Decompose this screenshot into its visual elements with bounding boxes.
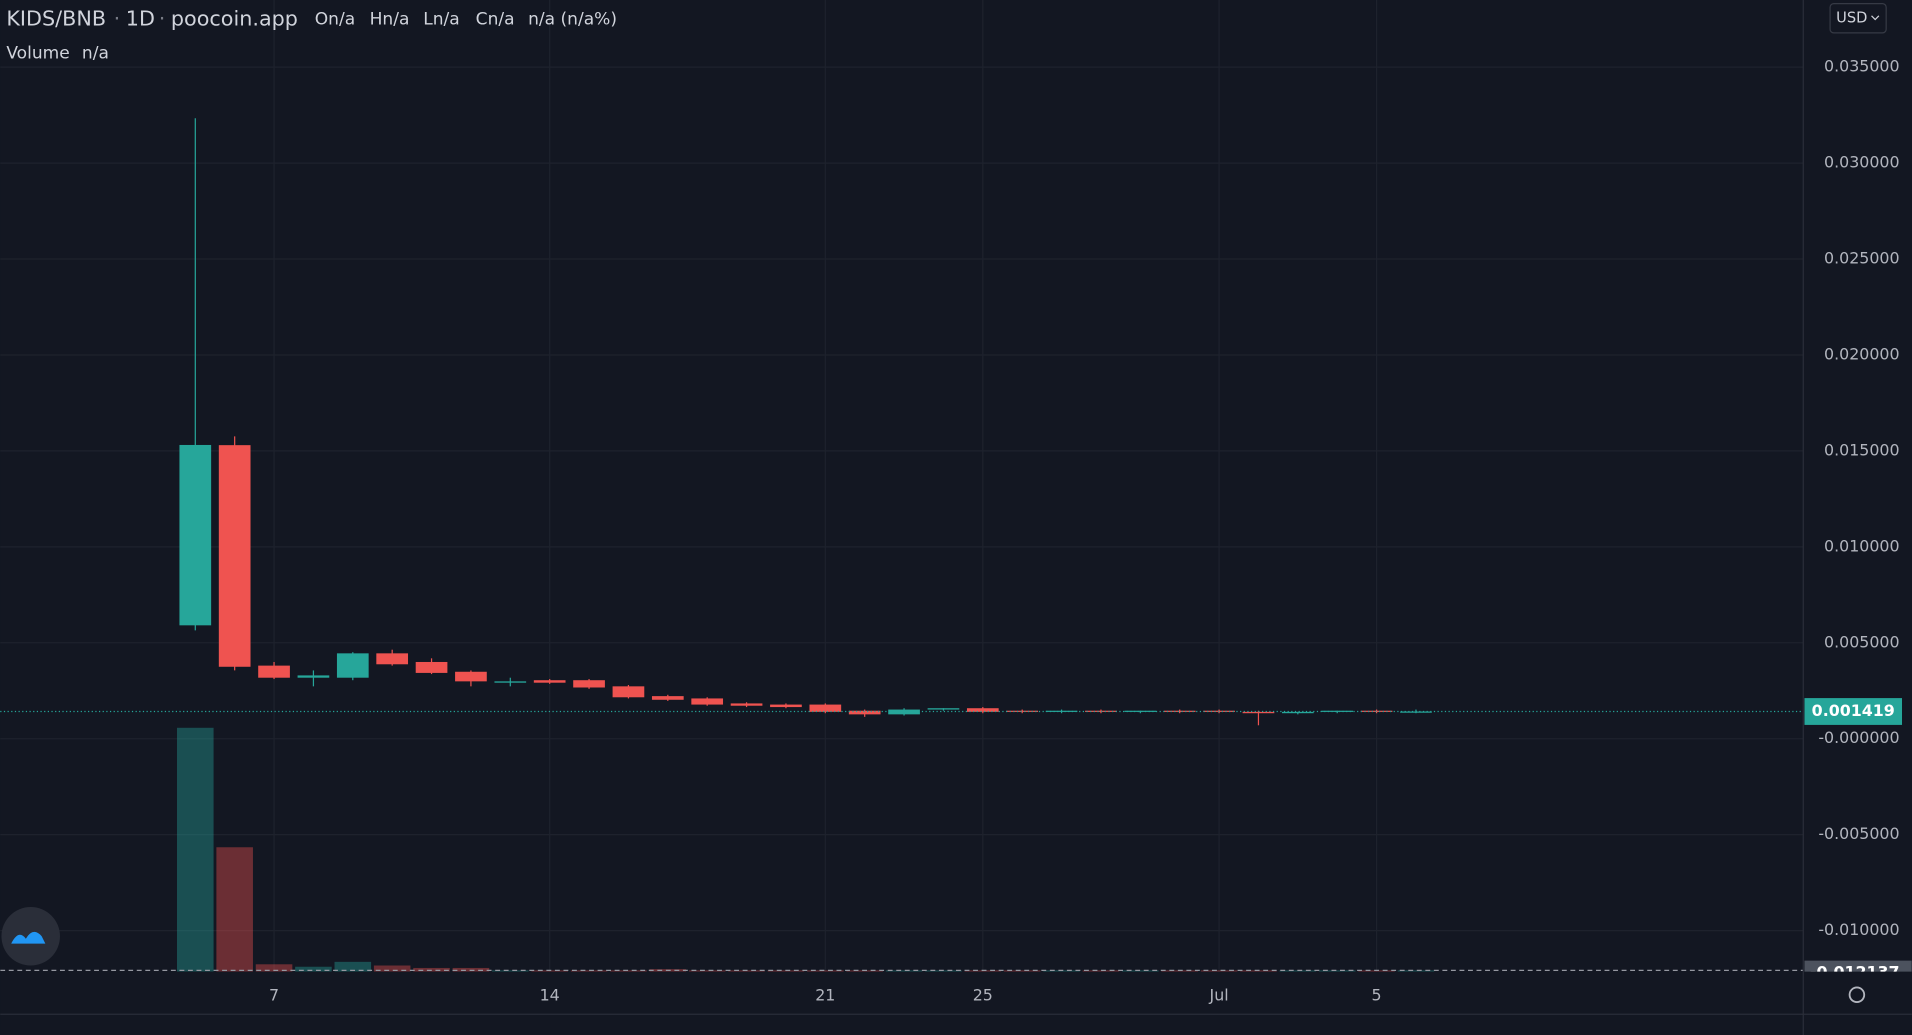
volume-bar [885,970,923,972]
y-tick-label: 0.005000 [1824,632,1900,651]
candle-body [1124,710,1157,712]
separator: · [159,7,166,31]
volume-bar [1003,970,1041,972]
ohlc-legend: On/a Hn/a Ln/a Cn/a n/a (n/a%) [315,10,617,30]
plot [0,118,1804,972]
candle-body [1085,710,1117,712]
x-tick-label: 14 [540,985,560,1004]
volume-bar [1082,970,1120,972]
separator: · [114,7,121,31]
candle-body [651,696,684,700]
x-tick-label: 21 [815,985,835,1004]
legend-item: On/a [315,10,355,30]
legend-item: Hn/a [370,10,410,30]
volume-bar [334,961,372,972]
candle-body [770,704,802,708]
price-label: 0.001419 [1812,701,1895,720]
interval: 1D [126,7,155,31]
volume-bar [1200,970,1238,972]
candle-body [1321,710,1354,712]
candle-body [927,708,960,710]
currency-dropdown[interactable]: USD [1829,3,1887,34]
volume-value: n/a [82,44,109,64]
legend-item: n/a (n/a%) [528,10,617,30]
dropdown-box[interactable] [1829,3,1887,34]
candle-body [691,698,724,705]
candle-body [966,708,999,712]
candle-body [494,681,527,683]
settings-button[interactable] [1848,986,1866,1003]
bottom-marker-bg [1804,960,1912,972]
x-tick-label: Jul [1209,985,1229,1004]
volume-bar [255,964,293,972]
candle-body [612,686,645,698]
candle-body [1242,711,1275,714]
grid [0,0,1804,972]
candle-body [730,703,763,706]
logo-button[interactable] [1,906,60,966]
candle-body [218,445,251,667]
y-tick-label: 0.035000 [1824,57,1900,76]
volume-bar [177,727,214,972]
candle-body [376,653,409,665]
candle-body [1163,710,1196,712]
volume-bar [452,967,490,972]
volume-bar [1318,970,1356,972]
legend-item: Ln/a [423,10,460,30]
candle-body [573,680,605,688]
candle-body [1006,710,1039,712]
y-tick-label: 0.010000 [1824,536,1900,555]
volume-bar [295,966,332,972]
gear[interactable] [1848,986,1866,1003]
legend-item: Cn/a [476,10,515,30]
volume-bar [492,970,529,972]
volume-bar [1122,970,1159,972]
y-tick-label: 0.030000 [1824,153,1900,172]
volume-bar [688,970,726,972]
x-tick-label: 25 [973,985,993,1004]
currency[interactable]: USD [1836,9,1867,26]
candle-body [179,444,212,626]
chevron [1871,15,1880,21]
candle-body [415,661,448,673]
candle-body [848,710,881,715]
x-tick-label: 7 [269,985,279,1004]
symbol: KIDS/BNB [6,7,106,31]
candle-body [258,665,290,678]
y-tick-label: -0.005000 [1818,824,1899,843]
source: poocoin.app [171,7,298,31]
logo [11,931,46,944]
volume-bar [413,967,450,972]
volume-bar [610,970,647,972]
candle-body [455,671,487,682]
x-tick-label: 5 [1372,985,1382,1004]
y-tick-label: 0.025000 [1824,249,1900,268]
y-tick-label: 0.015000 [1824,440,1900,459]
volume-bar [216,847,253,972]
candle-body [1281,711,1314,714]
price-label-bg [1804,698,1903,725]
bottom-marker: -0.012137 [1804,960,1912,981]
y-tick-label: -0.010000 [1818,920,1899,939]
y-tick-label: -0.000000 [1818,728,1899,747]
volume-bar [1397,970,1435,972]
candle-body [297,675,330,678]
volume-label: Volume [6,44,69,64]
volume-bar [807,970,844,972]
volume-bar [373,965,411,972]
candle-body [533,680,566,683]
candle-body [809,704,842,712]
y-tick-label: 0.020000 [1824,344,1900,363]
bottom-marker-label: -0.012137 [1810,962,1900,981]
candle-body [336,653,369,678]
